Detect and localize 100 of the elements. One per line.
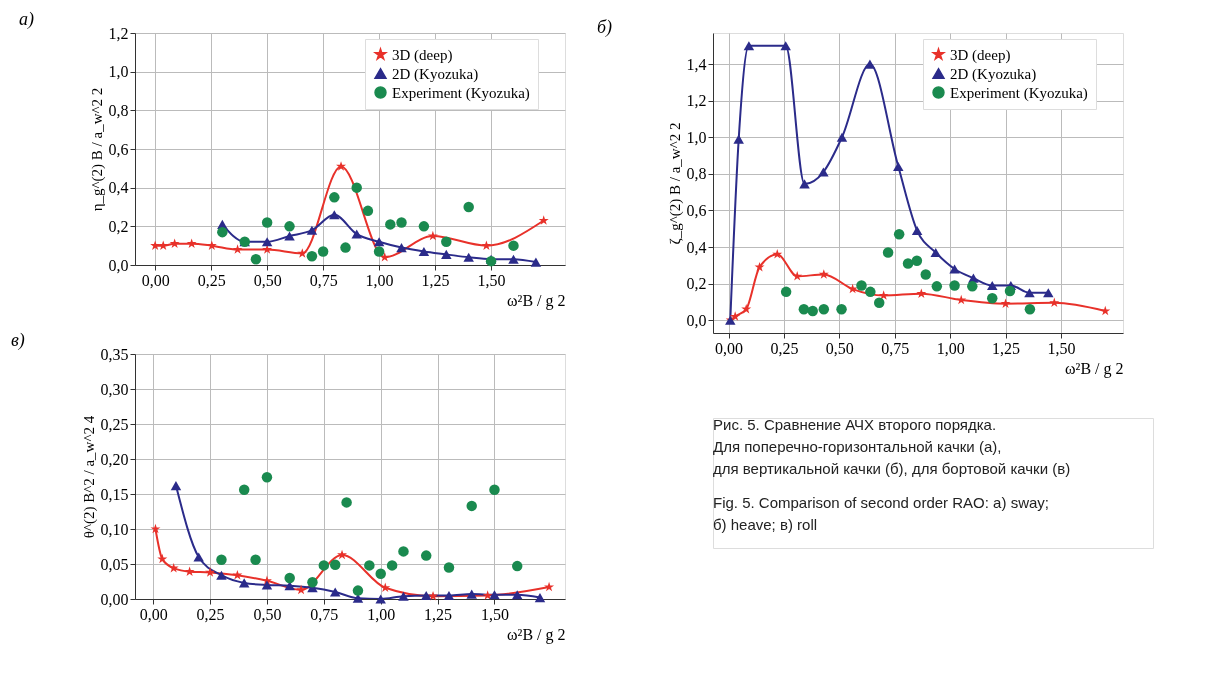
y-axis-title: η_g^(2) B / a_w^2 2 (88, 87, 106, 212)
y-tick-label: 0,2 (108, 217, 129, 235)
point (307, 576, 318, 588)
legend-label: Experiment (Kyozuka) (392, 84, 530, 102)
point (306, 225, 318, 235)
point (873, 297, 885, 309)
point (530, 257, 542, 267)
point (375, 594, 386, 604)
x-tick-label: 1,25 (421, 271, 450, 289)
point (920, 269, 931, 280)
point (741, 303, 752, 314)
point (150, 240, 161, 250)
point (856, 280, 867, 291)
point (336, 161, 347, 171)
point (836, 303, 847, 315)
point (284, 221, 295, 232)
point (772, 249, 783, 259)
point (396, 243, 407, 253)
x-axis-title: ω²B / g 2 (507, 291, 566, 310)
y-tick-label: 0,15 (100, 485, 129, 503)
point (418, 246, 430, 257)
x-axis-title: ω²B / g 2 (1065, 359, 1124, 378)
point (754, 261, 765, 272)
point (306, 251, 318, 262)
point (902, 258, 914, 269)
point (157, 553, 168, 564)
point (238, 578, 250, 588)
point (930, 247, 941, 258)
point (967, 281, 978, 292)
text: б) heave; в) roll (713, 516, 818, 533)
x-tick-label: 0,50 (253, 605, 282, 623)
point (398, 546, 409, 557)
y-tick-label: 0,05 (100, 555, 129, 573)
y-tick-label: 0,4 (686, 238, 707, 256)
point (351, 182, 362, 193)
point (443, 590, 455, 601)
point (481, 240, 492, 250)
legend-label: 2D (Kyozuka) (950, 65, 1037, 83)
point (799, 179, 810, 189)
caption: Fig. 5. Comparison of second order RAO: а) sway; (713, 494, 1049, 511)
point (466, 589, 477, 599)
point (170, 481, 182, 491)
point (284, 572, 295, 584)
x-tick-label: 0,00 (141, 271, 170, 289)
point (396, 217, 407, 228)
point (949, 280, 960, 291)
point (329, 559, 341, 570)
legend-label: 2D (Kyozuka) (392, 65, 479, 83)
point (1049, 297, 1060, 308)
point (150, 523, 161, 534)
point (261, 217, 273, 228)
point (169, 238, 180, 248)
point (463, 201, 474, 213)
point (318, 560, 330, 571)
point (250, 253, 262, 265)
point (193, 552, 204, 562)
point (184, 566, 195, 576)
y-tick-label: 0,25 (100, 415, 129, 433)
y-axis-title: θ^(2) B^2 / a_w^2 4 (80, 415, 98, 539)
point (250, 554, 261, 566)
y-tick-label: 1,4 (686, 55, 707, 73)
point (463, 252, 474, 262)
point (216, 554, 227, 566)
point (807, 305, 818, 317)
y-tick-label: 1,0 (686, 128, 707, 146)
point (217, 226, 228, 238)
point (1000, 298, 1011, 308)
point (911, 255, 923, 266)
y-tick-label: 1,2 (108, 24, 129, 42)
y-axis-title: ζ_g^(2) B / a_w^2 2 (666, 122, 684, 245)
y-tick-label: 1,0 (108, 63, 129, 81)
point (798, 303, 810, 315)
x-tick-label: 0,00 (139, 605, 168, 623)
point (352, 585, 364, 596)
point (544, 581, 555, 592)
point (238, 484, 250, 496)
y-tick-label: 1,2 (686, 92, 707, 110)
point (847, 283, 858, 294)
point (297, 248, 308, 258)
y-tick-label: 0,00 (100, 590, 129, 608)
point (380, 582, 391, 593)
x-tick-label: 1,50 (480, 605, 509, 623)
point (385, 219, 396, 230)
text: Рис. 5. Сравнение АЧХ второго порядка. (713, 416, 997, 433)
y-tick-label: 0,6 (686, 201, 707, 219)
point (911, 226, 923, 236)
point (418, 221, 430, 232)
point (362, 205, 374, 217)
x-tick-label: 1,00 (365, 271, 394, 289)
legend-label: 3D (deep) (950, 46, 1011, 64)
point (1043, 288, 1054, 298)
x-tick-label: 1,50 (1047, 339, 1076, 357)
point (443, 562, 455, 573)
chart-title: в) (11, 330, 25, 351)
point (511, 560, 523, 572)
chart-title: б) (597, 17, 613, 38)
point (780, 286, 792, 298)
point (508, 240, 519, 251)
point (743, 41, 755, 51)
x-tick-label: 1,50 (477, 271, 506, 289)
